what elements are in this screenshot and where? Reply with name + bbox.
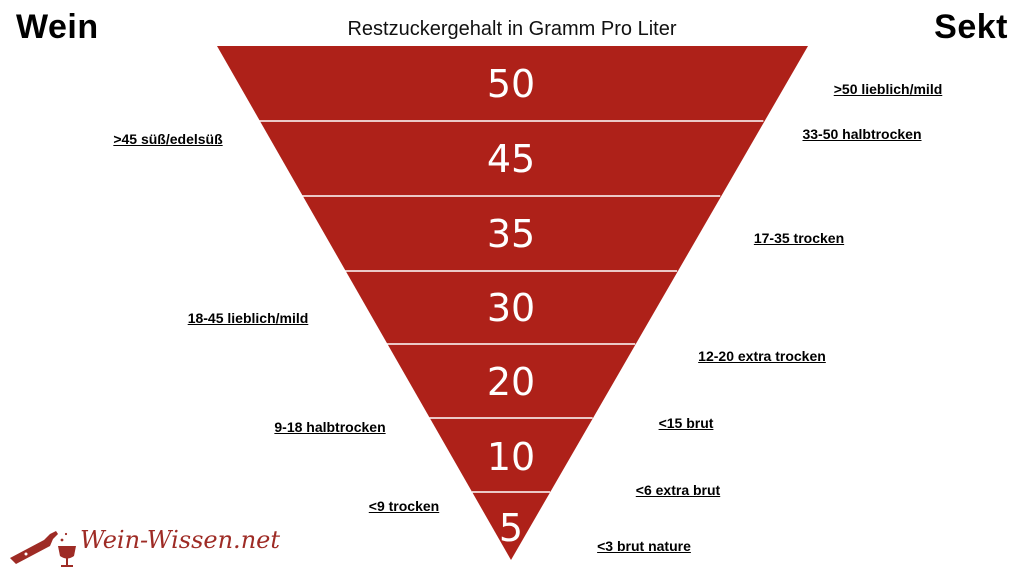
level-30: 30 [487,286,535,330]
wein-label-trocken: <9 trocken [368,498,440,514]
diagram-subtitle: Restzuckergehalt in Gramm Pro Liter [347,18,677,40]
sekt-label-brut-nature: <3 brut nature [597,538,691,554]
funnel-triangle [217,46,808,560]
sekt-heading: Sekt [934,8,1008,46]
wine-bottle-glass-logo [10,531,76,567]
level-20: 20 [487,360,535,404]
sekt-label-halbtrocken: 33-50 halbtrocken [802,126,922,142]
level-35: 35 [487,212,535,256]
sekt-label-brut: <15 brut [658,415,714,431]
sekt-label-trocken: 17-35 trocken [753,230,845,246]
level-45: 45 [487,137,535,181]
wein-label-suess: >45 süß/edelsüß [113,131,223,147]
level-5: 5 [499,506,523,550]
wein-label-lieblich: 18-45 lieblich/mild [187,310,309,326]
logo-text: Wein-Wissen.net [80,526,280,554]
level-50: 50 [487,62,535,106]
sekt-label-extra-trocken: 12-20 extra trocken [698,348,826,364]
sekt-label-lieblich: >50 lieblich/mild [833,81,943,97]
wein-label-halbtrocken: 9-18 halbtrocken [274,419,386,435]
sekt-label-extra-brut: <6 extra brut [635,482,721,498]
wein-heading: Wein [16,8,99,46]
level-10: 10 [487,435,535,479]
